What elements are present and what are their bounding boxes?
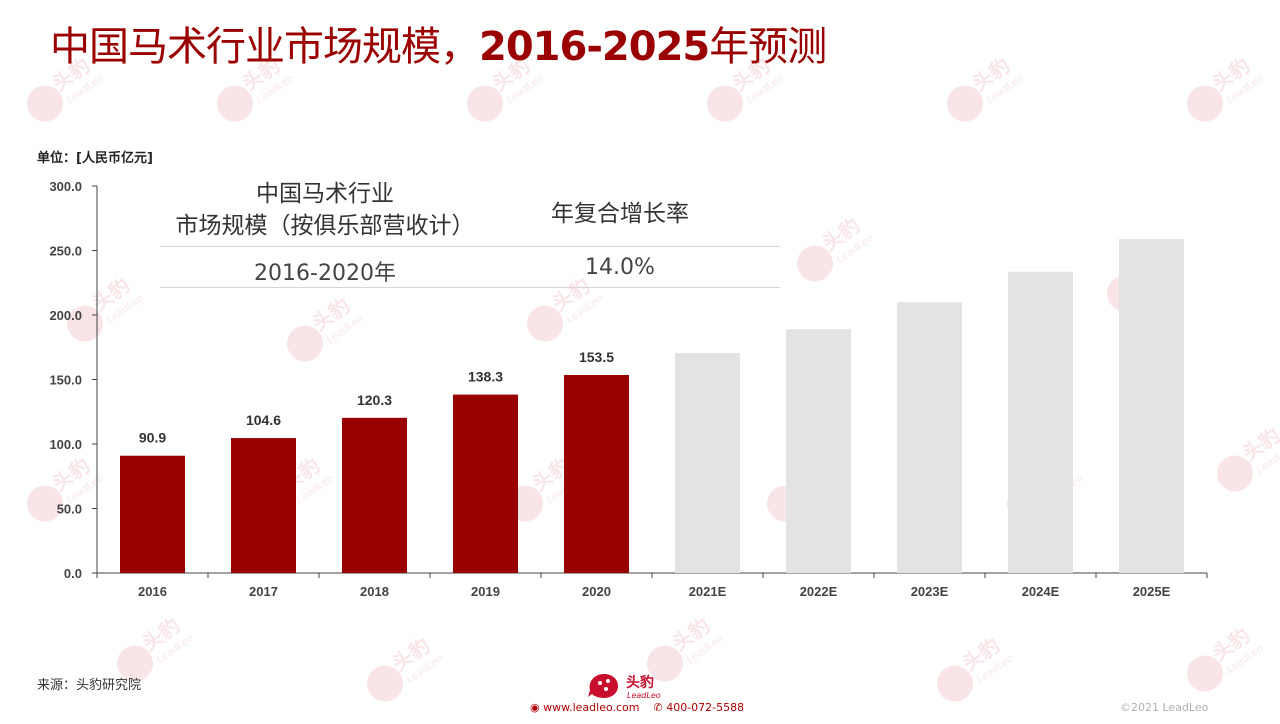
x-tick-label: 2024E <box>1022 584 1060 599</box>
bar-2018 <box>342 417 407 573</box>
bar-2020 <box>564 374 629 573</box>
copyright: ©2021 LeadLeo <box>1120 701 1209 714</box>
y-tick-label: 50.0 <box>57 502 82 517</box>
data-label: 104.6 <box>246 412 281 428</box>
y-tick-label: 150.0 <box>49 373 82 388</box>
x-tick-label: 2021E <box>689 584 727 599</box>
website-link[interactable]: www.leadleo.com <box>543 701 640 714</box>
y-tick-label: 100.0 <box>49 437 82 452</box>
x-tick-label: 2018 <box>360 584 389 599</box>
phone-icon: ✆ <box>653 701 663 714</box>
bar-2019 <box>453 394 518 573</box>
x-tick-label: 2019 <box>471 584 500 599</box>
leopard-logo-icon: 头豹 LeadLeo <box>588 674 661 700</box>
cagr-divider-bottom <box>160 287 780 288</box>
bar-2017 <box>231 438 296 573</box>
unit-label: 单位：[人民币亿元] <box>37 151 153 166</box>
bar-2024E <box>1008 271 1073 573</box>
page-title: 中国马术行业市场规模，2016-2025年预测 <box>50 24 827 70</box>
x-tick-label: 2022E <box>800 584 838 599</box>
footer-contact: ◉ www.leadleo.com ✆ 400-072-5588 <box>530 701 744 714</box>
footer-brand-en: LeadLeo <box>627 691 661 700</box>
data-label: 138.3 <box>468 369 503 385</box>
data-label: 153.5 <box>579 349 614 365</box>
x-tick-label: 2020 <box>582 584 611 599</box>
y-tick-label: 200.0 <box>49 308 82 323</box>
source-note: 来源：头豹研究院 <box>37 678 142 693</box>
cagr-value: 14.0% <box>585 255 655 280</box>
x-tick-label: 2025E <box>1133 584 1171 599</box>
globe-icon: ◉ <box>530 701 540 714</box>
bar-2022E <box>786 329 851 573</box>
cagr-divider-top <box>160 246 780 247</box>
bar-2023E <box>897 302 962 573</box>
cagr-header-market-size: 中国马术行业 市场规模（按俱乐部营收计） <box>175 181 475 239</box>
cagr-period: 2016-2020年 <box>254 261 396 286</box>
bar-2025E <box>1119 238 1184 573</box>
y-tick-label: 250.0 <box>49 244 82 259</box>
data-label: 90.9 <box>139 430 166 446</box>
bar-2021E <box>675 353 740 573</box>
leadleo-logo: 头豹 LeadLeo <box>586 668 696 706</box>
phone-number: 400-072-5588 <box>666 701 745 714</box>
y-tick-label: 300.0 <box>49 179 82 194</box>
cagr-header-growth-rate: 年复合增长率 <box>551 201 689 227</box>
footer-brand-cn: 头豹 <box>626 674 654 691</box>
bar-2016 <box>120 455 185 573</box>
x-tick-label: 2023E <box>911 584 949 599</box>
x-tick-label: 2016 <box>138 584 167 599</box>
x-tick-label: 2017 <box>249 584 278 599</box>
y-tick-label: 0.0 <box>64 566 82 581</box>
data-label: 120.3 <box>357 392 392 408</box>
